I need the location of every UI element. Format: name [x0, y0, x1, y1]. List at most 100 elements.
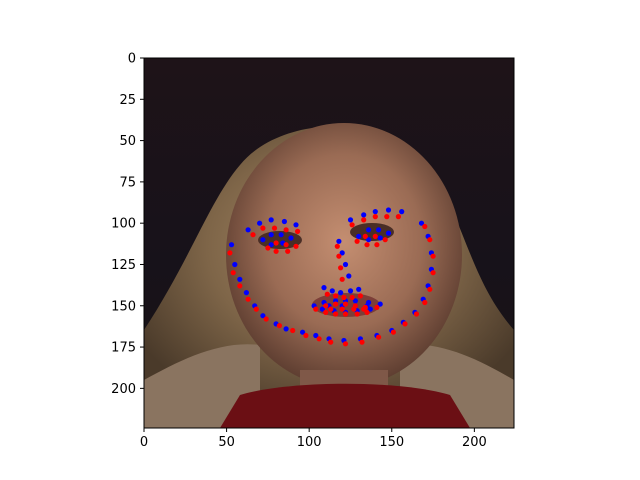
series-0-point-29 — [361, 212, 367, 218]
series-1-point-46 — [285, 248, 291, 254]
series-1-point-29 — [361, 217, 367, 223]
x-tick-label-2: 100 — [297, 435, 322, 450]
series-1-point-15 — [402, 321, 408, 327]
landmark-points — [227, 207, 436, 347]
series-0-point-33 — [336, 238, 342, 244]
series-1-point-14 — [390, 329, 396, 335]
series-1-point-34 — [336, 253, 342, 259]
series-0-point-34 — [339, 250, 345, 256]
series-0-point-28 — [347, 217, 354, 223]
series-0-point-61 — [367, 306, 373, 312]
series-0-point-50 — [376, 227, 382, 233]
series-1-point-69 — [361, 306, 367, 312]
series-1-point-50 — [372, 233, 378, 239]
y-tick-label-0: 0 — [128, 52, 136, 67]
series-0-point-8 — [300, 329, 306, 335]
y-tick-label-3: 75 — [119, 175, 136, 190]
series-0-point-42 — [260, 237, 266, 243]
y-tick-label-5: 125 — [111, 258, 136, 273]
series-1-point-49 — [362, 233, 368, 239]
series-0-point-23 — [245, 227, 251, 233]
series-1-point-60 — [374, 304, 380, 310]
series-0-point-44 — [278, 232, 284, 238]
y-tick-label-6: 150 — [111, 299, 136, 314]
series-0-point-36 — [346, 273, 352, 279]
series-0-point-65 — [319, 306, 325, 312]
series-1-point-25 — [271, 225, 278, 231]
series-0-point-9 — [313, 332, 319, 339]
series-1-point-45 — [293, 243, 299, 249]
series-1-point-22 — [422, 223, 428, 230]
plot-frame — [143, 57, 515, 429]
series-0-point-26 — [281, 218, 287, 225]
series-1-point-47 — [273, 248, 279, 254]
series-1-point-16 — [413, 311, 420, 317]
series-1-point-4 — [253, 306, 259, 312]
series-1-point-26 — [283, 227, 289, 233]
y-tick-label-4: 100 — [111, 217, 136, 232]
series-1-point-48 — [354, 238, 360, 244]
series-0-point-58 — [352, 298, 358, 304]
x-tick-label-1: 50 — [218, 435, 235, 450]
series-1-point-24 — [260, 225, 266, 231]
series-1-point-19 — [430, 270, 436, 276]
series-1-point-32 — [395, 214, 401, 220]
series-1-point-37 — [324, 291, 330, 297]
series-1-point-36 — [339, 276, 345, 282]
y-tick-label-8: 200 — [111, 382, 136, 397]
series-1-point-40 — [349, 294, 355, 301]
y-tick-label-2: 50 — [119, 134, 136, 149]
series-1-point-27 — [295, 228, 301, 234]
series-1-point-5 — [263, 316, 269, 322]
series-0-point-37 — [321, 285, 327, 291]
series-0-point-47 — [268, 242, 274, 248]
series-1-point-62 — [354, 311, 360, 317]
series-0-point-60 — [377, 301, 383, 307]
series-1-point-44 — [283, 242, 289, 248]
series-0-point-48 — [356, 233, 362, 239]
series-0-point-51 — [385, 230, 392, 236]
series-0-point-53 — [366, 237, 372, 243]
series-0-point-45 — [288, 235, 294, 241]
series-0-point-41 — [356, 286, 362, 292]
series-0-point-25 — [268, 217, 274, 223]
series-0-point-32 — [399, 209, 405, 215]
series-1-point-61 — [364, 309, 370, 315]
face-photo — [144, 58, 514, 428]
series-1-point-55 — [323, 303, 329, 309]
series-0-point-35 — [342, 261, 349, 268]
series-0-point-38 — [329, 288, 335, 294]
series-1-point-52 — [374, 242, 380, 248]
series-1-point-57 — [342, 301, 349, 307]
series-1-point-1 — [230, 270, 236, 276]
series-0-point-2 — [237, 276, 243, 282]
series-0-point-27 — [293, 222, 299, 228]
series-1-point-20 — [430, 253, 436, 259]
series-1-point-41 — [357, 293, 363, 299]
series-1-point-66 — [328, 306, 334, 312]
series-0-point-24 — [257, 220, 263, 226]
series-1-point-2 — [237, 283, 243, 289]
series-0-point-52 — [377, 235, 383, 241]
series-0-point-3 — [243, 290, 249, 296]
series-1-point-31 — [384, 214, 390, 220]
x-axis: 0 50 100 150 200 — [140, 428, 487, 450]
series-1-point-7 — [290, 327, 296, 334]
series-0-point-0 — [228, 242, 235, 248]
series-1-point-13 — [376, 334, 382, 340]
series-0-point-49 — [366, 227, 372, 233]
series-1-point-6 — [276, 323, 282, 329]
series-1-point-3 — [245, 296, 251, 302]
series-1-point-28 — [349, 222, 355, 228]
series-1-point-9 — [316, 336, 322, 342]
series-1-point-10 — [328, 339, 334, 345]
series-1-point-0 — [227, 250, 233, 256]
series-1-point-68 — [351, 306, 357, 312]
series-1-point-33 — [334, 243, 340, 249]
series-0-point-5 — [260, 313, 266, 319]
y-axis: 0 25 50 75 100 125 150 175 200 — [111, 52, 144, 397]
series-0-point-39 — [338, 290, 344, 296]
series-1-point-21 — [427, 237, 433, 243]
series-0-point-40 — [347, 288, 354, 294]
series-1-point-63 — [342, 311, 349, 317]
